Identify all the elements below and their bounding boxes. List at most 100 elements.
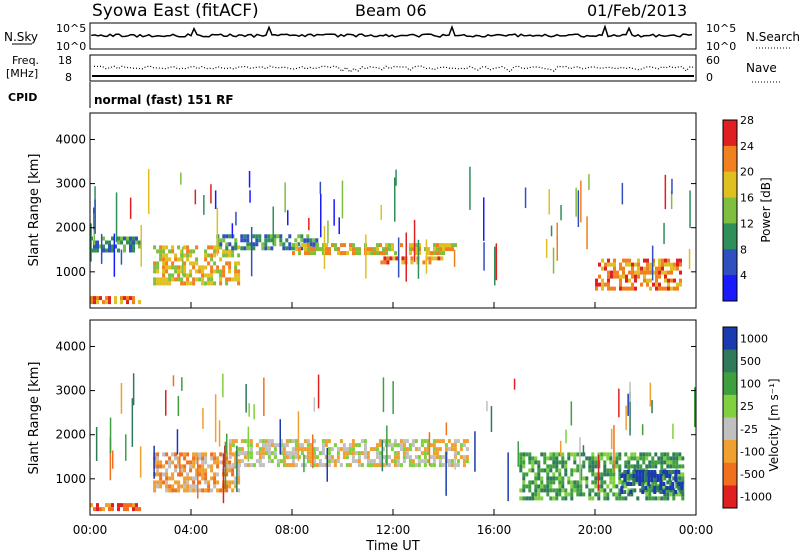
power-echo-cell	[637, 274, 640, 279]
noise-tick-right-top: 10^5	[706, 22, 736, 35]
velocity-colorbar-label: Velocity [m s⁻¹]	[767, 378, 781, 471]
power-echo-cell	[186, 249, 190, 254]
velocity-echo-cell	[537, 464, 541, 469]
power-echo-cell	[352, 243, 355, 248]
velocity-echo-cell	[345, 455, 349, 460]
velocity-echo-cell	[671, 486, 675, 490]
power-echo-cell	[325, 243, 328, 248]
velocity-echo-cell	[363, 455, 367, 460]
velocity-echo-cell	[204, 452, 208, 457]
velocity-echo-cell	[681, 456, 685, 461]
power-echo-cell	[219, 242, 223, 247]
power-echo-cell	[607, 262, 610, 267]
power-echo-cell	[225, 281, 229, 286]
power-echo-cell	[168, 277, 172, 282]
velocity-echo-cell	[669, 488, 673, 493]
velocity-echo-cell	[366, 463, 370, 468]
power-echo-cell	[258, 238, 262, 243]
velocity-echo-cell	[450, 443, 454, 448]
velocity-echo-cell	[579, 476, 583, 481]
power-echo-streak	[327, 220, 329, 244]
power-echo-cell	[433, 243, 436, 248]
power-echo-cell	[670, 266, 673, 271]
power-echo-cell	[219, 273, 223, 278]
velocity-echo-cell	[228, 484, 232, 489]
velocity-y-tick-label: 2000	[55, 428, 86, 442]
power-echo-streak	[216, 207, 219, 256]
velocity-echo-streak	[226, 433, 228, 454]
velocity-echo-cell	[629, 482, 633, 486]
velocity-echo-cell	[228, 439, 232, 444]
velocity-echo-cell	[647, 478, 651, 482]
velocity-echo-cell	[522, 488, 526, 493]
velocity-echo-cell	[378, 463, 382, 468]
velocity-echo-cell	[519, 460, 523, 465]
power-echo-cell	[412, 243, 415, 248]
velocity-echo-cell	[561, 484, 565, 489]
power-echo-cell	[445, 243, 448, 248]
power-echo-cell	[234, 265, 238, 270]
velocity-echo-cell	[624, 452, 628, 457]
power-echo-cell	[601, 258, 604, 263]
velocity-echo-cell	[117, 507, 120, 512]
velocity-echo-cell	[552, 452, 556, 457]
power-echo-cell	[273, 242, 277, 247]
power-echo-streak	[148, 169, 150, 214]
velocity-echo-cell	[414, 439, 418, 444]
power-echo-cell	[631, 270, 634, 275]
power-echo-cell	[298, 251, 301, 256]
velocity-echo-cell	[606, 452, 610, 457]
beam-title: Beam 06	[355, 1, 427, 20]
velocity-echo-cell	[656, 474, 660, 478]
velocity-echo-cell	[240, 447, 244, 452]
power-echo-cell	[616, 274, 619, 279]
velocity-echo-cell	[207, 480, 211, 485]
velocity-echo-cell	[324, 443, 328, 448]
power-y-tick-label: 2000	[55, 221, 86, 235]
power-echo-cell	[355, 251, 358, 256]
velocity-echo-cell	[638, 478, 642, 482]
velocity-echo-cell	[105, 503, 108, 508]
velocity-y-tick-label: 1000	[55, 472, 86, 486]
velocity-echo-cell	[345, 463, 349, 468]
velocity-echo-cell	[573, 488, 577, 493]
velocity-echo-cell	[591, 460, 595, 465]
velocity-echo-cell	[354, 459, 358, 464]
velocity-echo-cell	[591, 472, 595, 477]
velocity-echo-cell	[522, 480, 526, 485]
power-echo-cell	[180, 253, 184, 258]
power-echo-cell	[655, 274, 658, 279]
velocity-echo-cell	[159, 472, 163, 477]
velocity-echo-cell	[228, 447, 232, 452]
velocity-echo-cell	[306, 451, 310, 456]
velocity-echo-cell	[579, 472, 583, 477]
velocity-echo-cell	[279, 451, 283, 456]
velocity-echo-cell	[462, 439, 466, 444]
power-echo-cell	[240, 246, 244, 251]
power-echo-cell	[231, 246, 235, 251]
velocity-echo-cell	[635, 470, 639, 474]
velocity-echo-cell	[309, 463, 313, 468]
power-echo-cell	[132, 236, 135, 241]
velocity-echo-streak	[317, 374, 320, 409]
velocity-echo-cell	[423, 451, 427, 456]
velocity-echo-cell	[656, 478, 660, 482]
velocity-echo-cell	[408, 455, 412, 460]
power-echo-cell	[225, 234, 229, 239]
velocity-echo-cell	[201, 488, 205, 493]
power-echo-cell	[649, 266, 652, 271]
velocity-echo-cell	[552, 496, 556, 501]
velocity-echo-cell	[528, 456, 532, 461]
power-echo-cell	[216, 269, 220, 274]
velocity-echo-cell	[246, 463, 250, 468]
power-echo-cell	[243, 234, 247, 239]
power-echo-cell	[159, 277, 163, 282]
velocity-echo-cell	[432, 447, 436, 452]
power-echo-cell	[631, 286, 634, 291]
velocity-echo-cell	[192, 476, 196, 481]
velocity-echo-cell	[651, 460, 655, 465]
velocity-echo-cell	[183, 456, 187, 461]
power-echo-cell	[631, 274, 634, 279]
velocity-echo-cell	[192, 484, 196, 489]
power-echo-cell	[213, 281, 217, 286]
